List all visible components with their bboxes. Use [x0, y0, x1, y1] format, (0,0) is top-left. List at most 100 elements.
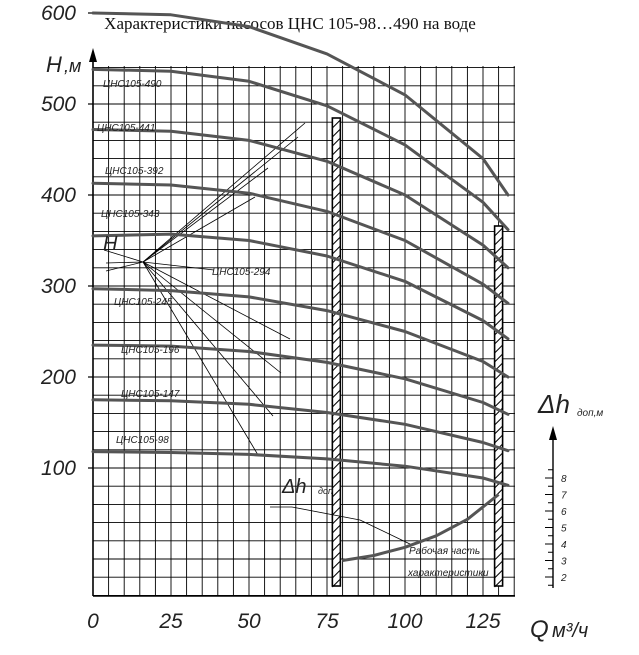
x-tick-label: 50 — [237, 610, 261, 633]
working-zone-boundary-right-hatch — [494, 578, 503, 588]
series-line — [91, 343, 510, 416]
working-zone-boundary-right-hatch — [494, 398, 503, 408]
y-tick-label: 200 — [40, 366, 76, 389]
working-zone-boundary-right-hatch — [494, 461, 503, 471]
working-zone-boundary-left-hatch — [332, 182, 341, 192]
dh-annotation-sub: доп — [318, 486, 333, 496]
working-zone-boundary-right-hatch — [494, 299, 503, 309]
working-zone-boundary-left-hatch — [332, 344, 341, 354]
series-label: ЦНС105-245 — [114, 297, 173, 308]
y-axis-label-unit: ,м — [64, 56, 81, 76]
working-zone-boundary-right-hatch — [494, 524, 503, 534]
y-axis-label-main: H — [46, 52, 62, 77]
working-zone-boundary-right-hatch — [494, 560, 503, 570]
series-line — [91, 450, 510, 487]
dh-annotation-main: Δh — [281, 476, 307, 498]
working-zone-boundary-left-hatch — [332, 236, 341, 246]
working-zone-label-line2: характеристики — [407, 568, 489, 579]
working-zone-boundary-right-hatch — [494, 515, 503, 525]
x-axis-label-main: Q — [530, 616, 549, 643]
working-zone-boundary-left-hatch — [332, 335, 341, 345]
working-zone-boundary-left-hatch — [332, 263, 341, 273]
working-zone-boundary-left-hatch — [332, 389, 341, 399]
y-axis-arrow — [89, 48, 97, 62]
working-zone-boundary-right-hatch — [494, 416, 503, 426]
y-tick-label: 600 — [41, 2, 76, 25]
working-zone-boundary-right-hatch — [494, 263, 503, 273]
working-zone-boundary-left-hatch — [332, 425, 341, 435]
working-zone-boundary-left-hatch — [332, 128, 341, 138]
working-zone-boundary-right-hatch — [494, 551, 503, 561]
series-label: ЦНС105-98 — [116, 435, 169, 446]
working-zone-boundary-right-hatch — [494, 281, 503, 291]
working-zone-boundary-right-hatch — [494, 227, 503, 237]
working-zone-boundary-right-hatch — [494, 353, 503, 363]
right-tick-label: 6 — [561, 507, 567, 518]
working-zone-boundary-right-hatch — [494, 335, 503, 345]
right-tick-label: 3 — [561, 557, 567, 568]
working-zone-boundary-left-hatch — [332, 146, 341, 156]
working-zone-boundary-left-hatch — [332, 398, 341, 408]
series-line — [91, 67, 510, 232]
working-zone-boundary-left-hatch — [332, 506, 341, 516]
right-tick-label: 5 — [561, 524, 567, 535]
callout-line — [142, 122, 306, 263]
working-zone-boundary-right-hatch — [494, 272, 503, 282]
series-line — [91, 232, 510, 341]
working-zone-boundary-right-hatch — [494, 389, 503, 399]
working-zone-boundary-right-hatch — [494, 569, 503, 579]
callout-line — [142, 196, 256, 263]
right-tick-label: 4 — [561, 540, 567, 551]
series-label: ЦНС105-392 — [105, 166, 164, 177]
series-label: ЦНС105-196 — [121, 345, 180, 356]
x-tick-label: 25 — [158, 610, 183, 633]
working-zone-boundary-left-hatch — [332, 299, 341, 309]
working-zone-boundary-left-hatch — [332, 281, 341, 291]
y-tick-label: 500 — [41, 93, 76, 116]
callout-line — [142, 261, 274, 417]
callout-line — [142, 136, 299, 263]
working-zone-boundary-left-hatch — [332, 524, 341, 534]
working-zone-boundary-left-hatch — [332, 497, 341, 507]
y-tick-label: 100 — [41, 457, 76, 480]
series-line — [91, 287, 510, 379]
working-zone-boundary-left-hatch — [332, 515, 341, 525]
working-zone-boundary-left-hatch — [332, 317, 341, 327]
callout-line — [142, 167, 269, 263]
working-zone-boundary-right-hatch — [494, 425, 503, 435]
y-tick-label: 400 — [41, 184, 76, 207]
working-zone-boundary-right-hatch — [494, 542, 503, 552]
working-zone-boundary-left-hatch — [332, 353, 341, 363]
working-zone-boundary-left-hatch — [332, 443, 341, 453]
right-tick-label: 2 — [560, 573, 567, 584]
working-zone-boundary-left-hatch — [332, 380, 341, 390]
callout-line — [105, 261, 144, 264]
working-zone-boundary-left-hatch — [332, 272, 341, 282]
right-tick-label: 7 — [561, 491, 567, 502]
working-zone-boundary-left-hatch — [332, 290, 341, 300]
working-zone-boundary-left-hatch — [332, 569, 341, 579]
right-tick-label: 8 — [561, 474, 567, 485]
working-zone-boundary-left-hatch — [332, 200, 341, 210]
working-zone-boundary-left-hatch — [332, 551, 341, 561]
working-zone-boundary-left-hatch — [332, 533, 341, 543]
working-zone-boundary-right-hatch — [494, 452, 503, 462]
x-tick-label: 125 — [465, 610, 500, 633]
working-zone-boundary-right-hatch — [494, 308, 503, 318]
working-zone-boundary-right-hatch — [494, 380, 503, 390]
series-label: ЦНС105-294 — [212, 267, 271, 278]
series-line — [91, 128, 510, 270]
working-zone-boundary-left-hatch — [332, 326, 341, 336]
callout-line — [142, 261, 259, 456]
working-zone-boundary-left-hatch — [332, 245, 341, 255]
working-zone-boundary-right-hatch — [494, 245, 503, 255]
right-axis-label-main: Δh — [537, 389, 570, 419]
right-axis-label-unit: доп,м — [577, 408, 603, 419]
x-tick-label: 0 — [87, 610, 99, 633]
dh-series-line — [342, 493, 500, 562]
working-zone-boundary-left — [331, 117, 342, 587]
working-zone-boundary-left-hatch — [332, 578, 341, 588]
working-zone-boundary-left-hatch — [332, 218, 341, 228]
